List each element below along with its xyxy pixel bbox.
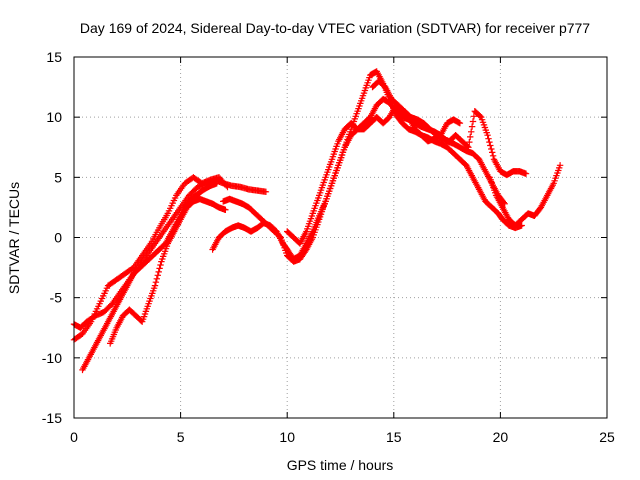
data-point	[489, 149, 496, 156]
x-tick-label: 0	[70, 429, 78, 445]
data-point	[487, 142, 494, 149]
data-point	[486, 138, 493, 146]
data-point	[152, 279, 160, 286]
series-sat-track-3	[79, 180, 220, 374]
data-point	[468, 128, 475, 135]
series-sat-track-7	[284, 101, 464, 247]
data-point	[518, 222, 525, 229]
y-tick-label: -5	[50, 290, 63, 306]
data-point	[157, 261, 164, 269]
y-tick-label: 5	[54, 169, 62, 185]
y-tick-label: -10	[42, 350, 62, 366]
data-point	[484, 132, 491, 139]
data-marks	[70, 68, 564, 374]
data-point	[151, 282, 159, 289]
series-sat-track-6	[220, 95, 508, 265]
data-point	[222, 206, 229, 213]
tick-layer	[73, 56, 608, 419]
data-point	[262, 188, 270, 195]
chart-title: Day 169 of 2024, Sidereal Day-to-day VTE…	[80, 20, 590, 36]
data-point	[485, 135, 492, 142]
data-point	[522, 170, 530, 177]
data-point	[213, 180, 220, 187]
series-sat-track-9	[486, 162, 564, 229]
x-tick-label: 15	[386, 429, 402, 445]
data-point	[470, 113, 478, 120]
x-tick-label: 20	[493, 429, 509, 445]
data-point	[153, 275, 160, 282]
y-tick-label: 0	[54, 230, 62, 246]
series-sat-track-5	[209, 68, 525, 263]
data-point	[469, 118, 477, 125]
data-point	[464, 143, 471, 150]
x-tick-label: 10	[279, 429, 295, 445]
data-point	[456, 120, 464, 127]
data-point	[467, 133, 474, 141]
data-point	[488, 145, 495, 153]
data-point	[154, 272, 161, 279]
data-point	[556, 162, 564, 169]
data-point	[276, 233, 284, 240]
data-point	[156, 265, 163, 272]
tick-labels: 0 5 10 15 20 25 -15 -10 -5 0 5 10 15	[42, 49, 615, 445]
data-point	[489, 152, 497, 159]
y-axis-label: SDTVAR / TECUs	[6, 182, 22, 294]
y-tick-label: 15	[46, 49, 62, 65]
data-point	[465, 144, 472, 151]
y-tick-label: -15	[42, 410, 62, 426]
grid-layer	[74, 57, 607, 418]
x-axis-label: GPS time / hours	[287, 457, 394, 473]
data-point	[466, 138, 473, 146]
x-tick-label: 5	[177, 429, 185, 445]
data-point	[155, 268, 162, 276]
series-sat-track-4	[107, 195, 229, 347]
y-tick-label: 10	[46, 109, 62, 125]
data-point	[477, 113, 484, 120]
x-tick-label: 25	[599, 429, 615, 445]
data-point	[468, 123, 476, 130]
series-sat-track-8	[369, 77, 530, 179]
